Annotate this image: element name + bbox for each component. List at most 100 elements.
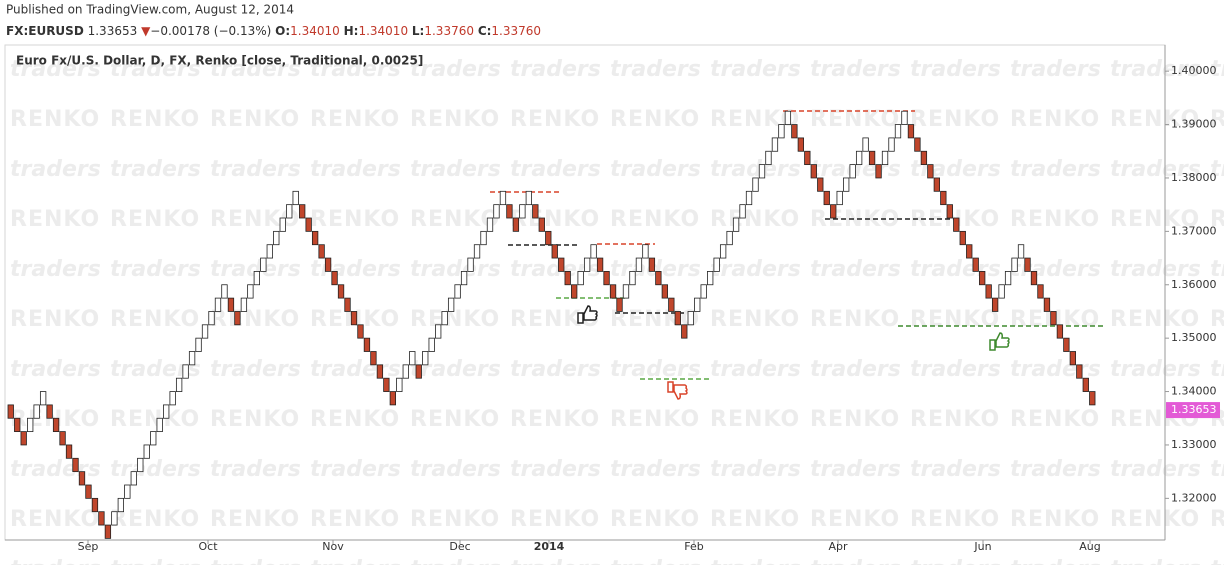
watermark: traders [110,257,201,282]
change-arrow: ▼ [141,24,151,38]
watermark: traders [10,57,101,82]
down-brick [532,204,539,219]
down-brick [674,311,681,326]
up-brick [894,124,902,139]
watermark: RENKO [410,107,500,132]
y-tick-label: 1.34000 [1171,385,1217,398]
watermark: traders [810,257,901,282]
up-brick [486,217,494,232]
down-brick [791,124,798,139]
down-brick [363,337,371,352]
down-brick [299,204,306,219]
down-brick [616,297,623,312]
up-brick [201,324,209,339]
watermark: RENKO [210,507,300,532]
y-tick-label: 1.33000 [1171,438,1217,451]
symbol: FX:EURUSD [6,24,84,38]
watermark: traders [910,257,1001,282]
down-brick [1076,364,1083,379]
watermark: traders [210,557,301,565]
up-brick [1004,271,1012,286]
down-brick [538,217,545,232]
up-brick [700,284,707,299]
watermark: traders [610,157,701,182]
watermark: RENKO [310,207,400,232]
down-brick [655,271,662,286]
thumbs-up-icon [989,332,1010,351]
up-brick [719,244,727,259]
watermark: RENKO [110,507,200,532]
down-brick [668,297,675,312]
up-brick [422,351,429,366]
watermark: traders [1110,357,1201,382]
watermark: RENKO [1210,307,1224,332]
watermark: RENKO [910,307,1000,332]
watermark: traders [410,157,501,182]
up-brick [260,257,267,272]
down-brick [1089,391,1096,406]
chart-title: Euro Fx/U.S. Dollar, D, FX, Renko [close… [16,54,423,68]
down-brick [376,364,384,379]
up-brick [583,257,591,272]
watermark: traders [310,57,401,82]
watermark: RENKO [810,407,900,432]
up-brick [441,311,448,326]
y-tick-label: 1.38000 [1171,171,1217,184]
watermark: traders [810,457,901,482]
watermark: traders [1210,57,1224,82]
down-brick [78,471,86,486]
watermark: traders [110,557,201,565]
watermark: traders [810,57,901,82]
up-brick [163,404,170,419]
watermark: traders [1110,457,1201,482]
down-brick [972,257,979,272]
watermark: traders [510,557,601,565]
watermark: traders [710,457,801,482]
watermark: traders [10,357,101,382]
down-brick [571,284,578,299]
down-brick [14,417,21,433]
down-brick [985,284,992,299]
down-brick [331,271,338,286]
down-brick [966,244,973,259]
annotations [490,110,1103,400]
down-brick [797,137,804,152]
y-tick-label: 1.32000 [1171,491,1217,504]
x-tick-label: Jun [973,540,991,553]
up-brick [687,311,694,326]
watermark: RENKO [510,407,600,432]
up-brick [622,284,630,299]
up-brick [33,404,40,419]
up-brick [849,164,856,179]
watermark: traders [310,557,401,565]
watermark: RENKO [710,207,800,232]
watermark: RENKO [1110,507,1200,532]
watermark: RENKO [1110,307,1200,332]
watermark: traders [910,57,1001,82]
watermark: traders [810,557,901,565]
axes: 1.32000 1.33000 1.34000 1.35000 1.36000 1.370… [5,45,1220,553]
watermark: RENKO [210,307,300,332]
watermark: RENKO [510,107,600,132]
down-brick [357,324,364,339]
up-brick [467,257,474,272]
watermark: traders [510,457,601,482]
watermark: RENKO [1110,107,1200,132]
down-brick [914,137,921,152]
down-brick [98,511,105,526]
y-tick-label: 1.35000 [1171,331,1217,344]
down-brick [234,311,241,326]
up-brick [27,417,34,433]
up-brick [473,244,481,259]
watermark: RENKO [410,207,500,232]
watermark: traders [1010,157,1101,182]
down-brick [370,351,377,366]
watermark: RENKO [10,107,100,132]
change: −0.00178 (−0.13%) [150,24,271,38]
down-brick [389,391,397,406]
down-brick [350,311,358,326]
x-tick-label: Nov [322,540,344,553]
watermark: RENKO [1110,207,1200,232]
